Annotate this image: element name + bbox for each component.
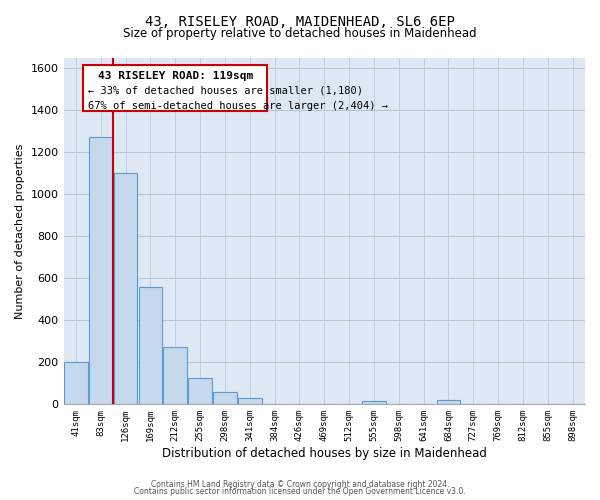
Text: Contains public sector information licensed under the Open Government Licence v3: Contains public sector information licen…	[134, 488, 466, 496]
X-axis label: Distribution of detached houses by size in Maidenhead: Distribution of detached houses by size …	[162, 447, 487, 460]
Bar	[437, 400, 460, 404]
Bar	[163, 346, 187, 405]
Bar	[89, 138, 113, 404]
Text: ← 33% of detached houses are smaller (1,180): ← 33% of detached houses are smaller (1,…	[88, 86, 364, 96]
Text: 43, RISELEY ROAD, MAIDENHEAD, SL6 6EP: 43, RISELEY ROAD, MAIDENHEAD, SL6 6EP	[145, 15, 455, 29]
Bar	[139, 286, 162, 405]
Bar	[114, 173, 137, 404]
Y-axis label: Number of detached properties: Number of detached properties	[15, 143, 25, 318]
Text: 67% of semi-detached houses are larger (2,404) →: 67% of semi-detached houses are larger (…	[88, 100, 388, 110]
Bar	[188, 378, 212, 404]
Bar	[64, 362, 88, 405]
Text: Contains HM Land Registry data © Crown copyright and database right 2024.: Contains HM Land Registry data © Crown c…	[151, 480, 449, 489]
Text: Size of property relative to detached houses in Maidenhead: Size of property relative to detached ho…	[123, 28, 477, 40]
Bar	[213, 392, 237, 404]
Bar	[362, 401, 386, 404]
Bar	[238, 398, 262, 404]
FancyBboxPatch shape	[83, 65, 267, 111]
Text: 43 RISELEY ROAD: 119sqm: 43 RISELEY ROAD: 119sqm	[98, 71, 253, 81]
